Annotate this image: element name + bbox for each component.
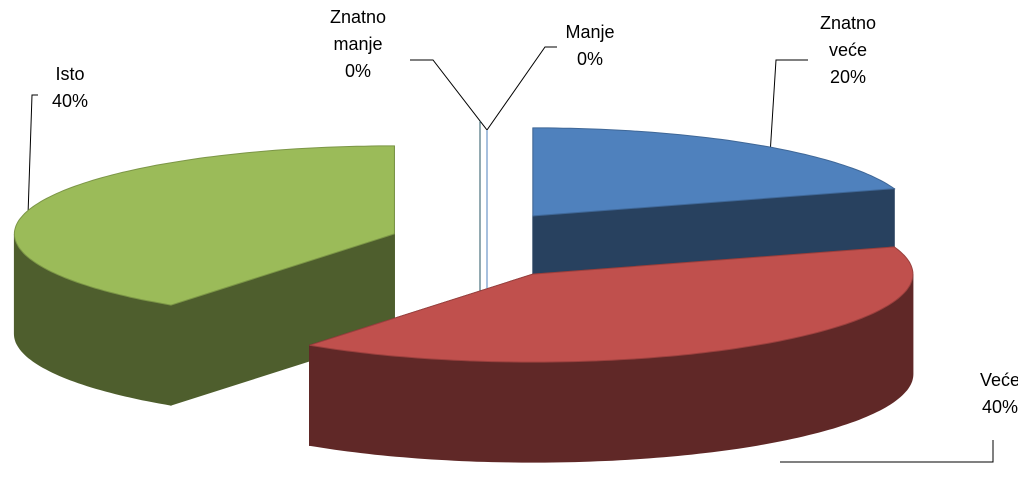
category-label: Isto xyxy=(55,64,85,84)
data-label: Znatno manje 0% xyxy=(313,4,403,85)
data-label: Veće 40% xyxy=(955,367,1018,421)
category-label: Veće xyxy=(979,370,1018,390)
slice-top xyxy=(309,246,914,363)
data-label: Manje 0% xyxy=(545,19,635,73)
slice xyxy=(309,246,914,463)
slice-top xyxy=(13,145,395,306)
category-label: Znatno manje xyxy=(329,7,387,54)
value-label: 40% xyxy=(51,91,89,111)
leader-line xyxy=(780,440,994,463)
data-label: Znatno veće 20% xyxy=(803,10,893,91)
value-label: 20% xyxy=(829,67,867,87)
data-label: Isto 40% xyxy=(25,61,115,115)
value-label: 0% xyxy=(576,49,603,69)
leader-line xyxy=(410,59,488,131)
leader-line xyxy=(27,94,38,216)
leader-lines xyxy=(27,46,994,463)
slice-top xyxy=(532,127,896,217)
leader-line xyxy=(769,59,808,156)
leader-line xyxy=(486,46,557,131)
category-label: Znatno veće xyxy=(819,13,877,60)
value-label: 40% xyxy=(981,397,1018,417)
value-label: 0% xyxy=(344,61,371,81)
category-label: Manje xyxy=(565,22,615,42)
slice xyxy=(13,145,395,406)
